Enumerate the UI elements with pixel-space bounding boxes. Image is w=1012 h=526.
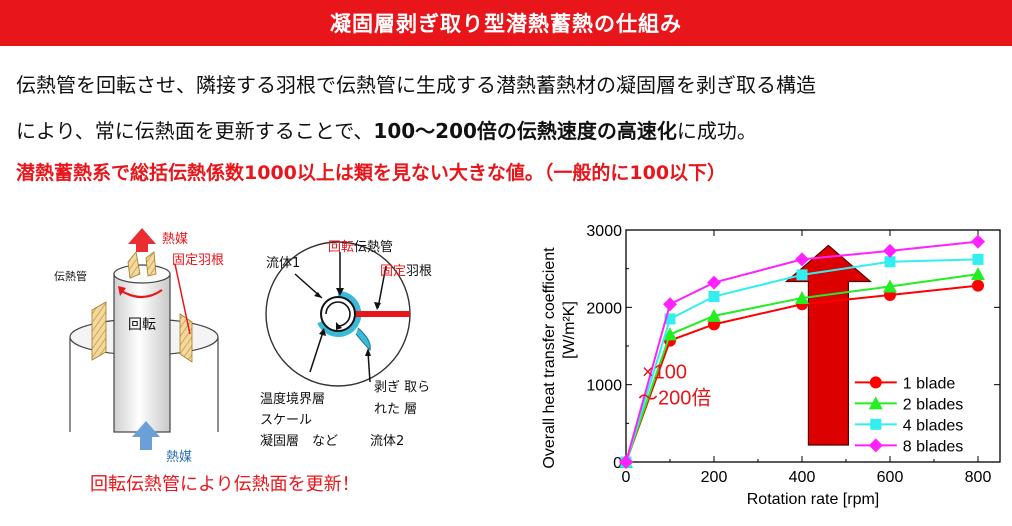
series-line-4 [625, 240, 979, 463]
layer-label-2: スケール [260, 413, 313, 428]
mechanism-diagram: 熱媒 固定羽根 伝熱管 回転 熱媒 流体1 回転伝熱管 固定羽根 温度境界層 ス… [40, 222, 470, 500]
mechanism-diagram-graphic [69, 228, 411, 450]
data-point [883, 243, 897, 258]
legend-marker [869, 376, 882, 389]
series-line-3 [625, 258, 979, 463]
legend-label: 4 blades [903, 417, 964, 434]
legend-marker [868, 438, 883, 453]
description-line-1: 伝熱管を回転させ、隣接する羽根で伝熱管に生成する潜熱蓄熱材の凝固層を剥ぎ取る構造 [16, 73, 816, 97]
increase-arrow [784, 244, 873, 446]
heat-tube-body [113, 264, 171, 433]
y-axis-label-line1: Overall heat transfer coefficient [541, 247, 558, 469]
speedup-highlight: 100～200倍の伝熱速度の高速化 [373, 119, 677, 143]
data-point [971, 234, 985, 249]
y-tick-label: 0 [613, 455, 622, 472]
heat-medium-top-label: 熱媒 [162, 232, 189, 247]
layer-label-3: 凝固層 など [260, 434, 339, 449]
legend-marker [870, 418, 882, 430]
description-line-2-prefix: により、常に伝熱面を更新することで、 [16, 119, 374, 143]
peeled-layer-label-1: 剥ぎ 取ら [374, 380, 431, 395]
fixed-blade-label-right: 固定羽根 [380, 260, 432, 279]
cross-section [265, 241, 411, 387]
right-blade [179, 313, 193, 363]
data-point [884, 256, 896, 268]
data-point [971, 267, 985, 281]
heat-medium-bottom-label: 熱媒 [166, 450, 193, 465]
data-point [707, 308, 721, 322]
rotating-tube-label-rest: 伝熱管 [354, 240, 394, 255]
x-tick-label: 600 [877, 469, 904, 486]
data-point [707, 275, 721, 290]
fixed-blade-label-right-red: 固定 [380, 264, 407, 279]
data-point [664, 313, 676, 325]
x-tick-label: 200 [701, 469, 728, 486]
rotating-tube-label: 回転伝熱管 [328, 236, 393, 255]
top-blade-left [127, 251, 141, 279]
data-point [796, 269, 808, 281]
data-point [883, 279, 897, 293]
rotation-arrowhead [118, 286, 126, 296]
data-point [795, 252, 809, 267]
data-point [663, 327, 677, 341]
speedup-annotation-2: ～200倍 [638, 387, 711, 410]
y-tick-label: 1000 [586, 378, 622, 395]
title-bar: 凝固層剥ぎ取り型潜熱蓄熱の仕組み [0, 0, 1012, 46]
rotating-tube-label-red: 回転 [328, 240, 355, 255]
y-axis-label-line2: [W/m²K] [561, 301, 578, 359]
heat-transfer-chart: 0 200 400 600 800 0 1000 2000 3000 Rotation rate … [530, 212, 1012, 526]
top-blade-right [145, 251, 157, 277]
rotation-label: 回転 [128, 317, 156, 333]
x-tick-label: 800 [965, 469, 992, 486]
fluid1-label: 流体1 [266, 256, 301, 271]
y-tick-label: 3000 [586, 223, 622, 240]
x-tick-label: 0 [622, 469, 631, 486]
heat-medium-out-arrow [128, 228, 156, 252]
data-point [972, 253, 984, 265]
rotation-arrow [119, 289, 163, 299]
fixed-blade-label-right-rest: 羽根 [406, 264, 433, 279]
legend-marker [868, 396, 883, 410]
legend-label: 1 blade [903, 375, 956, 392]
fixed-blade-pointer [174, 263, 191, 335]
legend-label: 8 blades [903, 438, 964, 455]
x-tick-label: 400 [789, 469, 816, 486]
description-line-2: により、常に伝熱面を更新することで、100～200倍の伝熱速度の高速化に成功。 [16, 115, 757, 144]
legend-label: 2 blades [903, 396, 964, 413]
page-title: 凝固層剥ぎ取り型潜熱蓄熱の仕組み [330, 12, 682, 36]
y-tick-label: 2000 [586, 300, 622, 317]
x-axis-label: Rotation rate [rpm] [747, 491, 880, 508]
series-line-2 [625, 273, 979, 463]
data-point [619, 455, 633, 469]
peeled-layer-label-2: れた 層 [374, 402, 418, 417]
heat-tube-label: 伝熱管 [54, 270, 87, 283]
layer-label-1: 温度境界層 [260, 392, 326, 407]
series-line-1 [625, 284, 979, 463]
heat-medium-in-arrow [132, 421, 160, 450]
left-blade [91, 301, 107, 361]
diagram-caption: 回転伝熱管により伝熱面を更新！ [90, 474, 360, 495]
description-line-3: 潜熱蓄熱系で総括伝熱係数1000以上は類を見ない大きな値。（一般的に100以下） [16, 162, 727, 184]
chart-svg: 0 200 400 600 800 0 1000 2000 3000 Rotation rate … [541, 223, 1001, 508]
speedup-annotation-1: ×100 [642, 362, 687, 384]
fluid2-label: 流体2 [370, 434, 405, 449]
data-point [663, 297, 677, 312]
data-point [972, 279, 984, 292]
fixed-blade-label-left: 固定羽根 [172, 253, 225, 268]
data-point [708, 291, 720, 303]
data-point [795, 291, 809, 305]
description-line-2-suffix: に成功。 [676, 119, 757, 143]
